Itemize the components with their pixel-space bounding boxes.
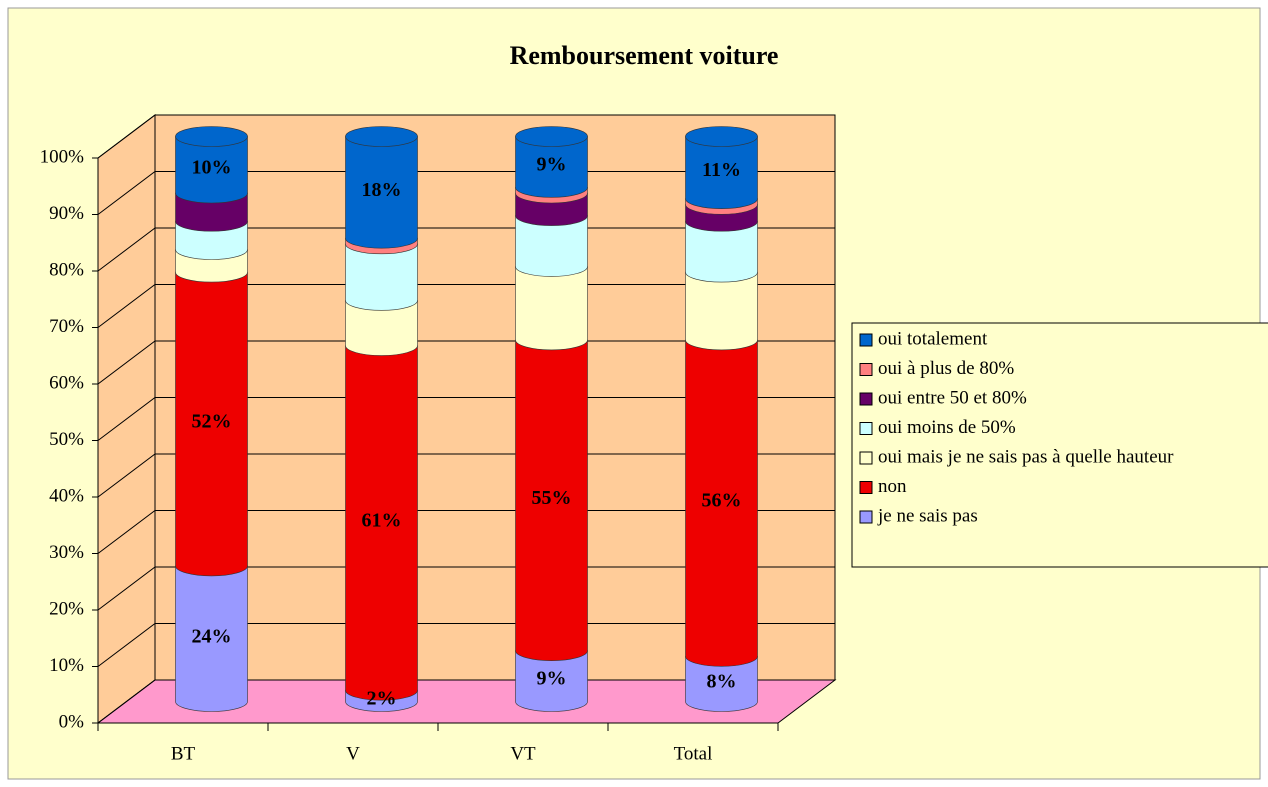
bar-top xyxy=(345,126,418,147)
legend-swatch xyxy=(859,510,873,524)
bar-segment xyxy=(345,243,418,311)
legend-swatch xyxy=(859,451,873,465)
grid-line xyxy=(97,114,835,159)
grid-line xyxy=(97,566,835,611)
bar-top xyxy=(515,126,588,147)
y-tick-label: 50% xyxy=(49,429,84,450)
y-tick-label: 70% xyxy=(49,316,84,337)
y-tick-label: 10% xyxy=(49,655,84,676)
legend-label: oui à plus de 80% xyxy=(878,358,1014,379)
y-tick-label: 60% xyxy=(49,372,84,393)
grid-line xyxy=(97,284,835,328)
legend-label: je ne sais pas xyxy=(877,505,978,526)
legend xyxy=(851,322,1268,568)
legend-swatch xyxy=(859,363,873,376)
data-label: 8% xyxy=(707,670,737,692)
grid-line xyxy=(97,227,835,272)
bar-segment xyxy=(685,136,758,209)
bar-segment xyxy=(685,220,758,283)
legend-label: oui mais je ne sais pas à quelle hauteur xyxy=(878,446,1174,467)
data-label: 9% xyxy=(537,668,567,690)
bar-segment xyxy=(685,339,758,667)
legend-swatch xyxy=(859,422,873,435)
data-label: 56% xyxy=(702,490,742,512)
bar-segment xyxy=(175,565,248,712)
data-label: 11% xyxy=(702,159,741,181)
legend-swatch xyxy=(859,392,873,406)
grid-line xyxy=(97,340,835,385)
bar-segment xyxy=(515,136,588,198)
y-tick-label: 30% xyxy=(49,542,84,563)
bar-segment xyxy=(515,650,588,712)
bar-segment xyxy=(345,345,418,701)
bar-segment xyxy=(175,136,248,204)
y-tick-label: 80% xyxy=(49,259,84,280)
bar-segment xyxy=(685,271,758,351)
grid-line xyxy=(97,510,835,554)
data-label: 9% xyxy=(537,154,567,176)
data-label: 52% xyxy=(192,411,232,433)
data-label: 2% xyxy=(367,687,397,709)
legend-label: non xyxy=(878,476,907,497)
bar-segment xyxy=(345,300,418,356)
legend-label: oui totalement xyxy=(878,328,988,349)
legend-label: oui moins de 50% xyxy=(878,417,1016,438)
data-label: 10% xyxy=(192,156,232,178)
grid-line xyxy=(97,171,835,215)
y-tick-label: 0% xyxy=(59,711,85,732)
bar-segment xyxy=(175,271,248,577)
grid-line xyxy=(97,453,835,498)
x-tick-label: BT xyxy=(171,743,196,764)
data-label: 18% xyxy=(362,179,402,201)
chart-title: Remboursement voiture xyxy=(510,41,779,70)
bar-segment xyxy=(515,339,588,661)
data-label: 24% xyxy=(192,625,232,647)
y-tick-label: 20% xyxy=(49,598,84,619)
grid-line xyxy=(97,397,835,441)
bar-top xyxy=(175,126,248,147)
x-tick-label: VT xyxy=(510,743,536,764)
bar-segment xyxy=(515,266,588,351)
bar-segment xyxy=(685,656,758,712)
bar-segment xyxy=(345,136,418,249)
legend-label: oui entre 50 et 80% xyxy=(878,387,1027,408)
bar-segment xyxy=(515,215,588,277)
bar-top xyxy=(685,126,758,147)
legend-swatch xyxy=(859,333,873,347)
bar-segment xyxy=(175,220,248,260)
data-label: 55% xyxy=(532,487,572,509)
legend-swatch xyxy=(859,481,873,494)
y-tick-label: 100% xyxy=(40,146,85,167)
x-tick-label: Total xyxy=(674,743,713,764)
x-tick-label: V xyxy=(346,743,360,764)
bar-segment xyxy=(175,192,248,232)
grid-line xyxy=(97,623,835,667)
y-tick-label: 40% xyxy=(49,485,84,506)
y-tick-label: 90% xyxy=(49,203,84,224)
grid-line xyxy=(97,679,835,724)
data-label: 61% xyxy=(362,509,402,531)
